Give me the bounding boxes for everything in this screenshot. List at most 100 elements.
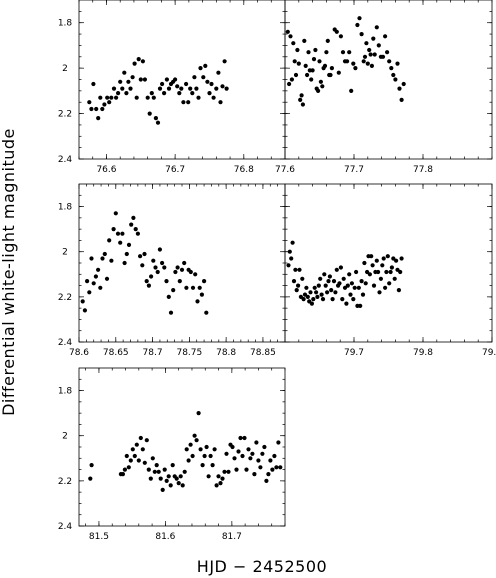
data-point <box>391 72 396 78</box>
data-point <box>220 84 225 89</box>
data-point <box>179 267 185 272</box>
data-point <box>144 438 149 443</box>
data-point <box>166 86 172 91</box>
data-point <box>168 483 173 488</box>
data-point <box>266 472 271 477</box>
data-point <box>211 95 216 100</box>
data-point <box>182 469 187 474</box>
data-point <box>328 72 333 78</box>
panel-middle-left: 78.6 78.65 78.7 78.75 78.8 78.85 1.8 2 2.2 2.4 <box>58 183 286 358</box>
data-point <box>361 59 366 64</box>
x-tick-label: 81.5 <box>89 532 109 542</box>
data-point <box>250 451 255 456</box>
data-point <box>170 463 175 468</box>
data-point <box>109 95 114 100</box>
data-point <box>376 43 381 48</box>
data-point <box>268 458 273 463</box>
data-point <box>348 292 353 297</box>
data-point <box>207 91 212 96</box>
data-point <box>190 91 195 96</box>
series-points <box>80 211 209 315</box>
data-point <box>316 283 321 288</box>
data-point <box>149 274 154 279</box>
data-point <box>136 458 141 463</box>
data-point <box>325 38 330 44</box>
data-point <box>184 285 189 290</box>
data-point <box>148 476 153 481</box>
data-point <box>383 285 388 290</box>
data-point <box>230 444 235 450</box>
data-point <box>134 442 139 447</box>
data-point <box>218 481 223 486</box>
data-point <box>176 481 181 486</box>
data-point <box>190 285 196 290</box>
data-point <box>126 79 131 84</box>
data-point <box>327 274 332 279</box>
data-point <box>178 474 183 479</box>
data-point <box>330 297 335 302</box>
data-point <box>276 440 281 445</box>
data-point <box>334 267 339 272</box>
data-point <box>114 95 119 100</box>
data-point <box>262 444 267 450</box>
data-point <box>146 467 151 472</box>
data-point <box>152 469 157 474</box>
data-point <box>177 279 182 284</box>
data-point <box>107 100 112 105</box>
panel-frame <box>78 183 286 343</box>
data-point <box>186 100 191 105</box>
x-tick-label: 81.6 <box>155 532 175 542</box>
panel-bottom-left: 81.5 81.6 81.7 1.8 2 2.2 2.4 <box>58 367 286 542</box>
data-point <box>311 57 317 62</box>
data-point <box>240 453 245 459</box>
data-point <box>300 276 305 281</box>
data-point <box>138 435 143 441</box>
data-point <box>385 254 390 259</box>
y-tick-label: 1.8 <box>58 387 73 397</box>
panel-middle-right: 79.7 79.8 79.9 <box>284 183 496 358</box>
data-point <box>329 66 334 71</box>
data-point <box>338 34 343 39</box>
data-point <box>164 279 169 284</box>
data-point <box>289 256 294 261</box>
data-point <box>91 281 96 286</box>
data-point <box>344 301 349 306</box>
data-point <box>242 435 247 441</box>
data-point <box>142 251 147 257</box>
data-point <box>291 41 296 46</box>
data-point <box>340 50 346 55</box>
data-point <box>212 447 217 452</box>
data-point <box>389 66 394 71</box>
data-point <box>299 93 304 98</box>
y-tick-label: 1.8 <box>58 203 73 213</box>
x-tick-label: 78.65 <box>103 348 129 358</box>
data-point <box>381 256 386 261</box>
series-points <box>87 57 229 125</box>
data-point <box>218 100 223 105</box>
data-point <box>173 77 178 82</box>
data-point <box>364 41 369 46</box>
data-point <box>208 453 213 459</box>
data-point <box>126 242 132 247</box>
data-point <box>129 222 134 227</box>
data-point <box>113 211 118 216</box>
data-point <box>194 86 199 91</box>
data-point <box>142 460 147 465</box>
data-point <box>181 100 186 105</box>
data-point <box>325 290 330 295</box>
data-point <box>162 467 167 472</box>
data-point <box>194 438 199 443</box>
data-point <box>305 72 310 78</box>
data-point <box>238 435 243 441</box>
data-point <box>166 294 171 299</box>
data-point <box>134 95 139 100</box>
data-point <box>362 54 368 59</box>
data-point <box>248 456 253 461</box>
data-point <box>311 297 316 302</box>
data-point <box>345 283 350 288</box>
data-point <box>399 97 404 102</box>
data-point <box>362 260 367 266</box>
data-point <box>166 474 171 479</box>
data-point <box>118 240 123 245</box>
panel-top-left: 76.6 76.7 76.8 1.8 2 2.2 2.4 <box>58 0 286 175</box>
